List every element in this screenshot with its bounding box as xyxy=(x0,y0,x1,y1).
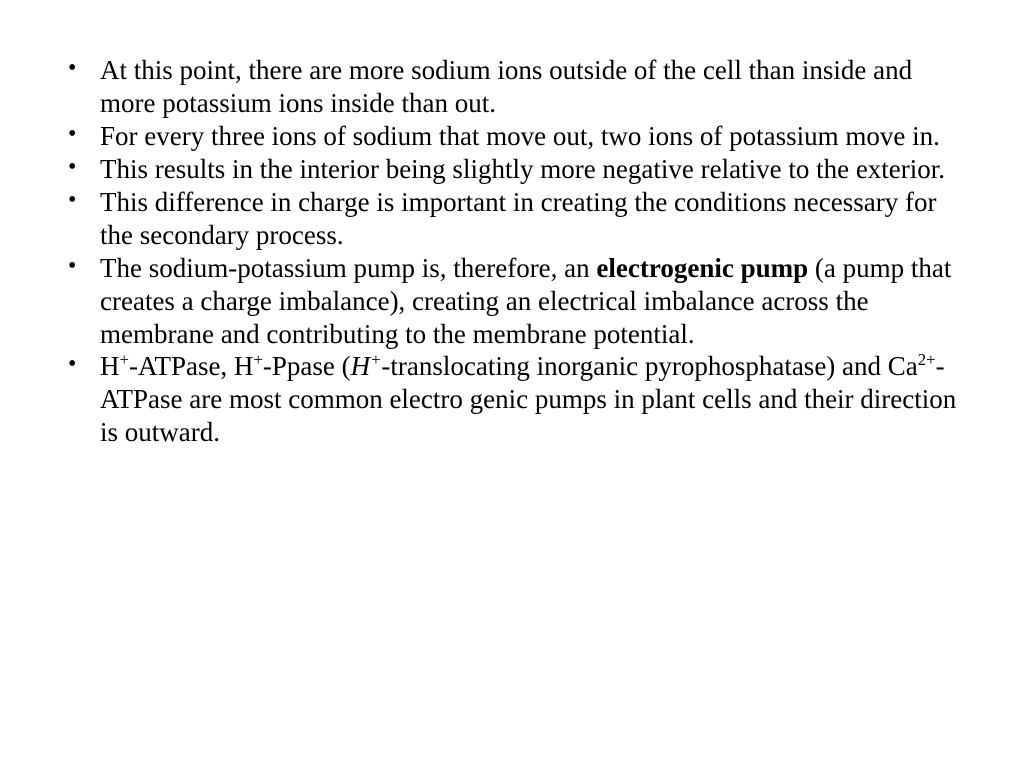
slide-content: At this point, there are more sodium ion… xyxy=(0,0,1024,768)
text-segment: 2+ xyxy=(918,350,936,369)
text-segment: H xyxy=(100,351,120,381)
text-segment: H xyxy=(351,351,371,381)
text-segment: -translocating inorganic pyrophosphatase… xyxy=(381,351,917,381)
text-segment: + xyxy=(120,350,129,369)
bullet-item: H+-ATPase, H+-Ppase (H+-translocating in… xyxy=(100,350,984,449)
text-segment: For every three ions of sodium that move… xyxy=(100,121,940,151)
text-segment: -ATPase, H xyxy=(129,351,253,381)
bullet-list: At this point, there are more sodium ion… xyxy=(40,54,984,449)
bullet-item: This difference in charge is important i… xyxy=(100,186,984,252)
text-segment: -Ppase ( xyxy=(263,351,351,381)
text-segment: This difference in charge is important i… xyxy=(100,187,936,250)
bullet-item: This results in the interior being sligh… xyxy=(100,153,984,186)
text-segment: + xyxy=(253,350,262,369)
text-segment: This results in the interior being sligh… xyxy=(100,154,945,184)
text-segment: The sodium-potassium pump is, therefore,… xyxy=(100,253,596,283)
bullet-item: The sodium-potassium pump is, therefore,… xyxy=(100,252,984,351)
bullet-item: At this point, there are more sodium ion… xyxy=(100,54,984,120)
text-segment: electrogenic pump xyxy=(596,253,808,283)
bullet-item: For every three ions of sodium that move… xyxy=(100,120,984,153)
text-segment: + xyxy=(370,350,381,369)
text-segment: At this point, there are more sodium ion… xyxy=(100,55,912,118)
